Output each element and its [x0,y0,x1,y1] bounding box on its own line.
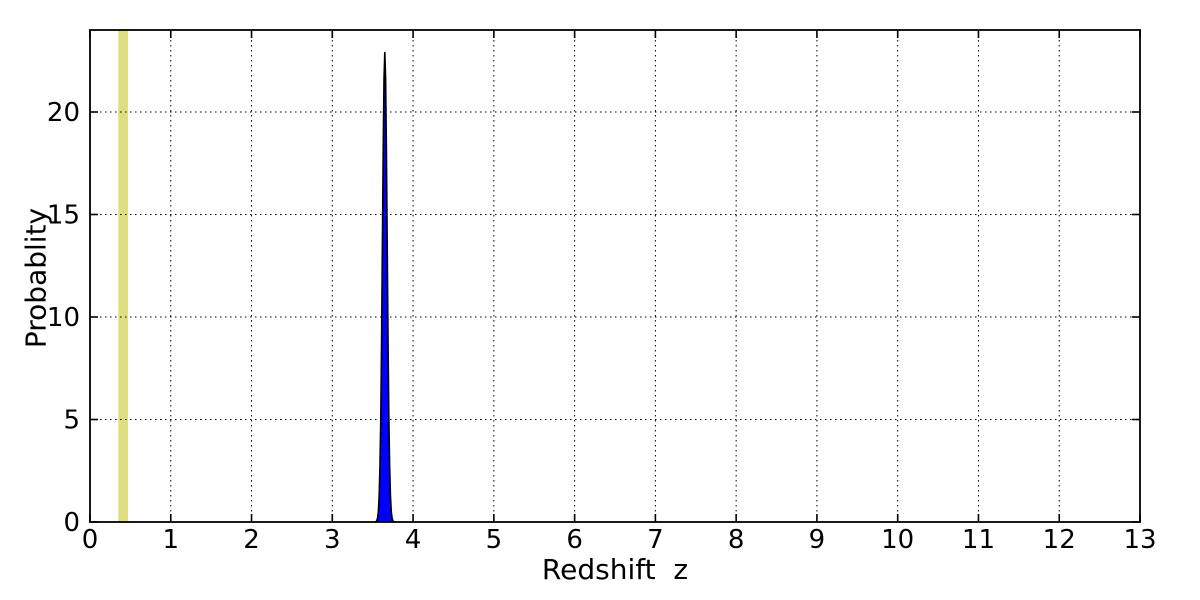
x-tick-label: 3 [324,525,341,555]
x-tick-label: 13 [1123,525,1156,555]
x-tick-label: 7 [647,525,664,555]
axes-frame [89,29,1141,523]
y-tick-label: 5 [63,406,80,436]
x-tick-label: 4 [405,525,422,555]
y-tick-label: 0 [63,508,80,538]
redshift-probability-density-curve [374,51,395,523]
x-tick-label: 11 [962,525,995,555]
y-tick-label: 10 [47,303,80,333]
x-axis-label: Redshift z [541,553,689,586]
y-tick-label: 15 [47,201,80,231]
y-axis-label: Probablity [19,207,53,349]
x-tick-label: 0 [82,525,99,555]
redshift-probability-density-area [375,52,395,523]
x-tick-label: 12 [1043,525,1076,555]
x-tick-label: 8 [728,525,745,555]
x-tick-label: 1 [162,525,179,555]
x-tick-label: 5 [486,525,503,555]
reference-redshift-band [118,30,128,522]
y-tick-label: 20 [47,98,80,128]
x-tick-label: 9 [809,525,826,555]
x-tick-label: 2 [243,525,260,555]
x-tick-label: 6 [566,525,583,555]
x-tick-label: 10 [881,525,914,555]
